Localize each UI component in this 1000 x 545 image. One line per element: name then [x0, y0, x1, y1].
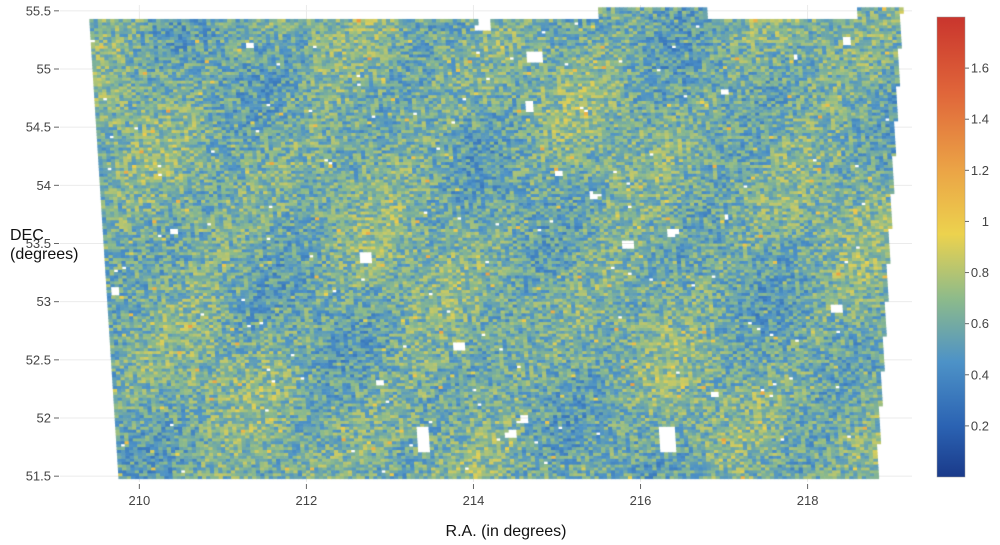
colorbar-tick-label: 0.8	[971, 265, 989, 280]
y-axis-title-line-1: DEC	[10, 227, 44, 244]
x-tick-label: 210	[129, 493, 151, 508]
x-tick-label: 218	[797, 493, 819, 508]
y-tick-label: 55.5	[26, 3, 51, 18]
y-tick-label: 51.5	[26, 469, 51, 484]
y-tick-label: 52	[37, 411, 51, 426]
y-axis-title-line-2: (degrees)	[10, 246, 78, 263]
colorbar-tick-label: 0.4	[971, 367, 989, 382]
y-tick-label: 54	[37, 178, 51, 193]
colorbar-tick-label: 0.6	[971, 316, 989, 331]
colorbar-tick-label: 1.2	[971, 163, 989, 178]
x-tick-label: 216	[630, 493, 652, 508]
y-tick-label: 53.5	[26, 236, 51, 251]
x-axis: 210 212 214 216 218	[129, 484, 819, 508]
y-tick-label: 53	[37, 294, 51, 309]
x-tick-label: 212	[296, 493, 318, 508]
y-axis-title: DEC (degrees)	[10, 227, 78, 263]
colorbar-tick-label: 1	[982, 214, 989, 229]
x-tick-label: 214	[463, 493, 485, 508]
colorbar-tick-label: 1.4	[971, 112, 989, 127]
y-tick-label: 54.5	[26, 120, 51, 135]
y-axis: 51.5 52 52.5 53 53.5 54 54.5 55 55.5	[26, 3, 59, 484]
colorbar-ramp	[936, 16, 966, 478]
colorbar-tick-label: 1.6	[971, 61, 989, 76]
x-axis-title: R.A. (in degrees)	[446, 523, 567, 540]
colorbar-ticks: 0.2 0.4 0.6 0.8 1 1.2 1.4 1.6	[965, 61, 989, 433]
colorbar-tick-label: 0.2	[971, 418, 989, 433]
colorbar: 0.2 0.4 0.6 0.8 1 1.2 1.4 1.6	[936, 16, 989, 478]
y-tick-label: 52.5	[26, 352, 51, 367]
y-tick-label: 55	[37, 61, 51, 76]
